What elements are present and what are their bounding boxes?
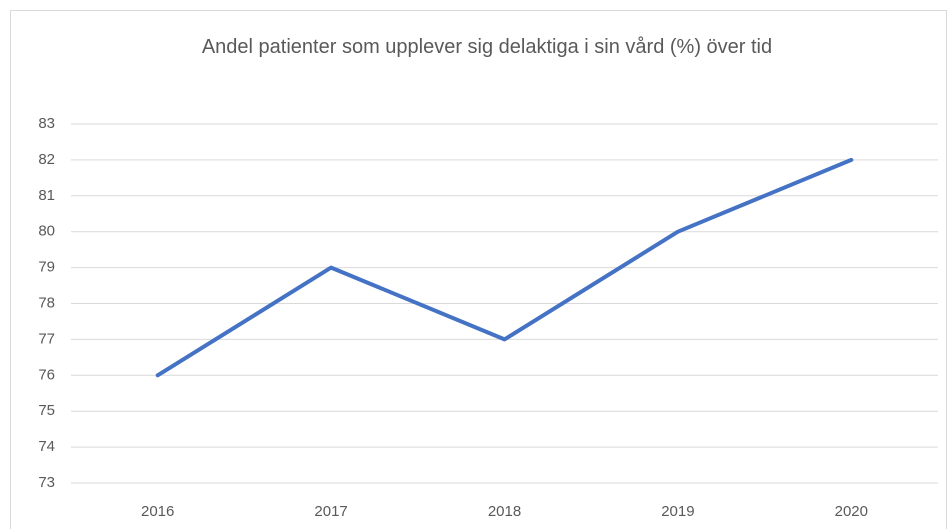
y-tick-label: 74	[38, 438, 55, 455]
x-tick-label: 2017	[314, 503, 347, 520]
x-tick-label: 2016	[141, 503, 174, 520]
y-tick-label: 83	[38, 115, 55, 132]
y-tick-label: 81	[38, 187, 55, 204]
y-tick-label: 73	[38, 474, 55, 491]
x-tick-label: 2019	[661, 503, 694, 520]
x-tick-label: 2018	[488, 503, 521, 520]
y-tick-label: 78	[38, 294, 55, 311]
y-tick-label: 76	[38, 366, 55, 383]
y-tick-label: 82	[38, 151, 55, 168]
data-line	[155, 157, 854, 378]
y-tick-label: 77	[38, 330, 55, 347]
x-tick-label: 2020	[835, 503, 868, 520]
chart-frame	[10, 10, 947, 529]
y-tick-label: 80	[38, 223, 55, 240]
y-tick-label: 75	[38, 402, 55, 419]
chart-title: Andel patienter som upplever sig delakti…	[201, 36, 773, 58]
y-tick-label: 79	[38, 259, 55, 276]
